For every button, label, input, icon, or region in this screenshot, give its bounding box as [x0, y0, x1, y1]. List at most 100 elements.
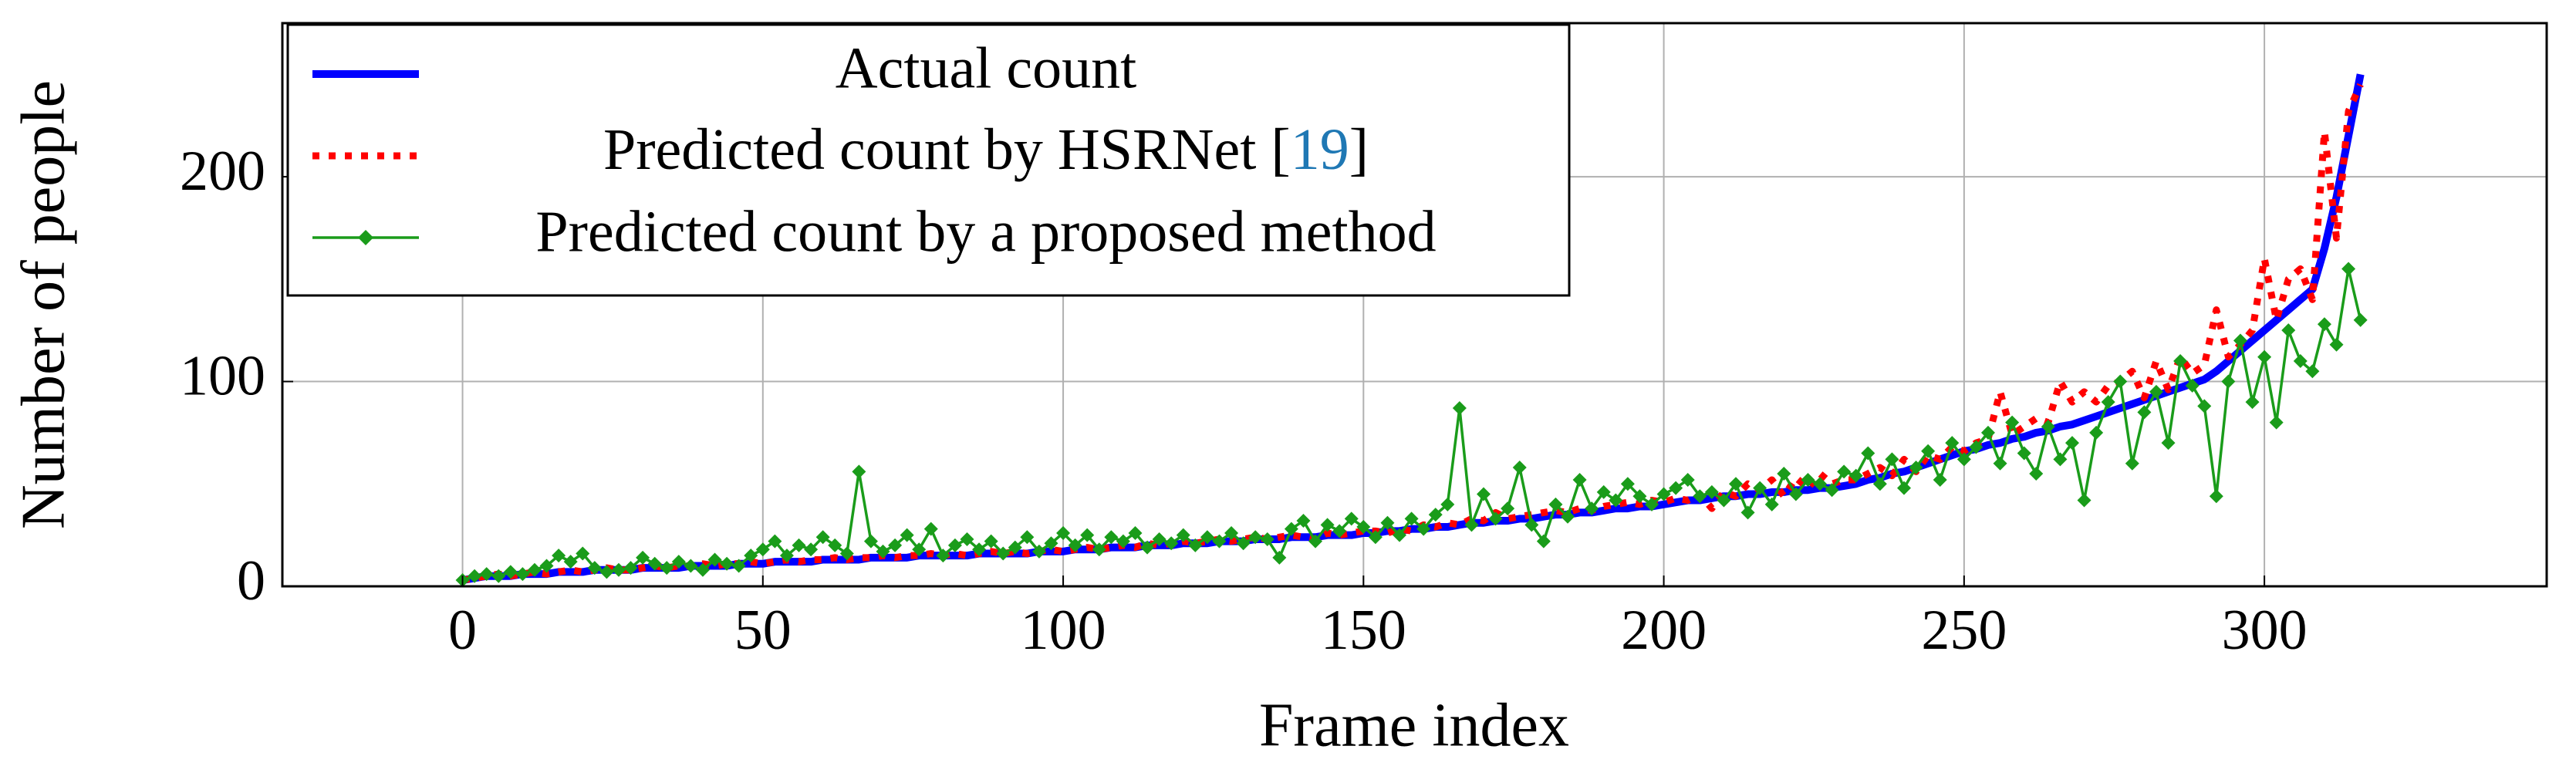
- data-point: [1561, 509, 1575, 524]
- data-point: [587, 561, 602, 576]
- data-point: [996, 546, 1011, 561]
- data-point: [1921, 444, 1936, 458]
- data-point: [1188, 538, 1203, 552]
- data-point: [539, 559, 554, 573]
- data-point: [576, 546, 590, 561]
- data-point: [755, 542, 770, 557]
- data-point: [1380, 515, 1395, 530]
- data-point: [2173, 354, 2188, 368]
- data-point: [599, 565, 614, 579]
- data-point: [2101, 395, 2115, 410]
- axes-frame: [281, 22, 2548, 588]
- data-point: [900, 528, 914, 542]
- data-point: [1031, 544, 1046, 559]
- data-point: [1512, 461, 1527, 475]
- data-point: [611, 562, 626, 577]
- data-point: [1777, 467, 1791, 481]
- data-point: [671, 555, 686, 569]
- data-point: [1140, 540, 1155, 555]
- data-point: [947, 538, 962, 552]
- data-point: [1801, 472, 1815, 487]
- data-point: [1428, 508, 1443, 522]
- data-point: [2353, 312, 2368, 327]
- y-axis-label: Number of people: [9, 80, 77, 529]
- data-point: [1176, 528, 1190, 542]
- data-point: [491, 569, 506, 583]
- data-point: [1645, 497, 1659, 511]
- data-point: [2329, 337, 2344, 352]
- data-point: [1729, 477, 1744, 491]
- data-point: [720, 556, 734, 571]
- data-point: [1104, 530, 1119, 545]
- data-point: [1284, 522, 1298, 536]
- data-point: [636, 550, 650, 565]
- x-tick-label: 250: [1921, 599, 2007, 662]
- data-point: [1740, 505, 1755, 520]
- data-point: [936, 549, 950, 563]
- data-point: [1680, 472, 1695, 487]
- x-axis-label: Frame index: [1259, 691, 1569, 759]
- data-point: [1008, 540, 1022, 555]
- data-point: [1572, 472, 1587, 487]
- data-point: [1825, 483, 1839, 498]
- data-point: [876, 544, 890, 559]
- data-point: [2041, 419, 2055, 434]
- data-point: [984, 534, 998, 549]
- data-point: [2305, 364, 2320, 379]
- data-point: [1872, 477, 1887, 491]
- data-point: [1092, 542, 1106, 557]
- data-point: [1969, 440, 1983, 454]
- legend-text: Predicted count by HSRNet [: [603, 117, 1291, 182]
- data-point: [2269, 415, 2284, 430]
- data-point: [563, 555, 578, 569]
- data-point: [1501, 501, 1515, 516]
- legend-label: Predicted count by HSRNet [19]: [603, 117, 1369, 182]
- data-point: [660, 561, 674, 576]
- data-point: [863, 534, 878, 549]
- data-point: [1885, 452, 1899, 467]
- data-point: [2017, 446, 2031, 461]
- data-point: [2209, 489, 2223, 504]
- data-point: [623, 561, 638, 576]
- data-point: [1609, 493, 1623, 508]
- data-point: [2317, 317, 2331, 332]
- data-point: [1164, 536, 1179, 551]
- data-point: [2137, 405, 2152, 420]
- data-point: [2077, 493, 2092, 508]
- data-point: [744, 549, 758, 563]
- data-point: [1753, 481, 1767, 495]
- data-point: [1764, 497, 1779, 511]
- data-point: [684, 559, 698, 573]
- data-point: [923, 522, 938, 536]
- data-point: [1440, 497, 1455, 511]
- data-point: [1896, 481, 1911, 495]
- x-tick-label: 50: [734, 599, 792, 662]
- data-point: [1416, 522, 1431, 536]
- legend-marker: [358, 230, 373, 245]
- data-point: [1056, 525, 1071, 540]
- data-point: [1224, 525, 1239, 540]
- data-point: [779, 549, 794, 563]
- data-point: [1332, 524, 1347, 538]
- data-point: [888, 538, 903, 552]
- data-point: [1260, 532, 1274, 546]
- data-point: [2257, 349, 2272, 364]
- data-point: [2185, 378, 2200, 393]
- data-point: [1404, 511, 1419, 526]
- data-point: [1596, 484, 1611, 499]
- data-point: [1837, 464, 1852, 479]
- data-point: [1693, 489, 1707, 504]
- data-point: [1464, 518, 1479, 532]
- data-point: [1980, 425, 1995, 440]
- data-point: [1704, 484, 1719, 499]
- data-point: [1993, 456, 2007, 471]
- data-point: [2089, 425, 2104, 440]
- data-point: [1393, 528, 1407, 542]
- data-point: [1020, 530, 1035, 545]
- legend-label: Predicted count by a proposed method: [535, 199, 1436, 264]
- data-point: [2029, 467, 2044, 481]
- data-point: [1116, 534, 1130, 549]
- data-point: [2293, 354, 2308, 368]
- data-point: [1296, 514, 1311, 528]
